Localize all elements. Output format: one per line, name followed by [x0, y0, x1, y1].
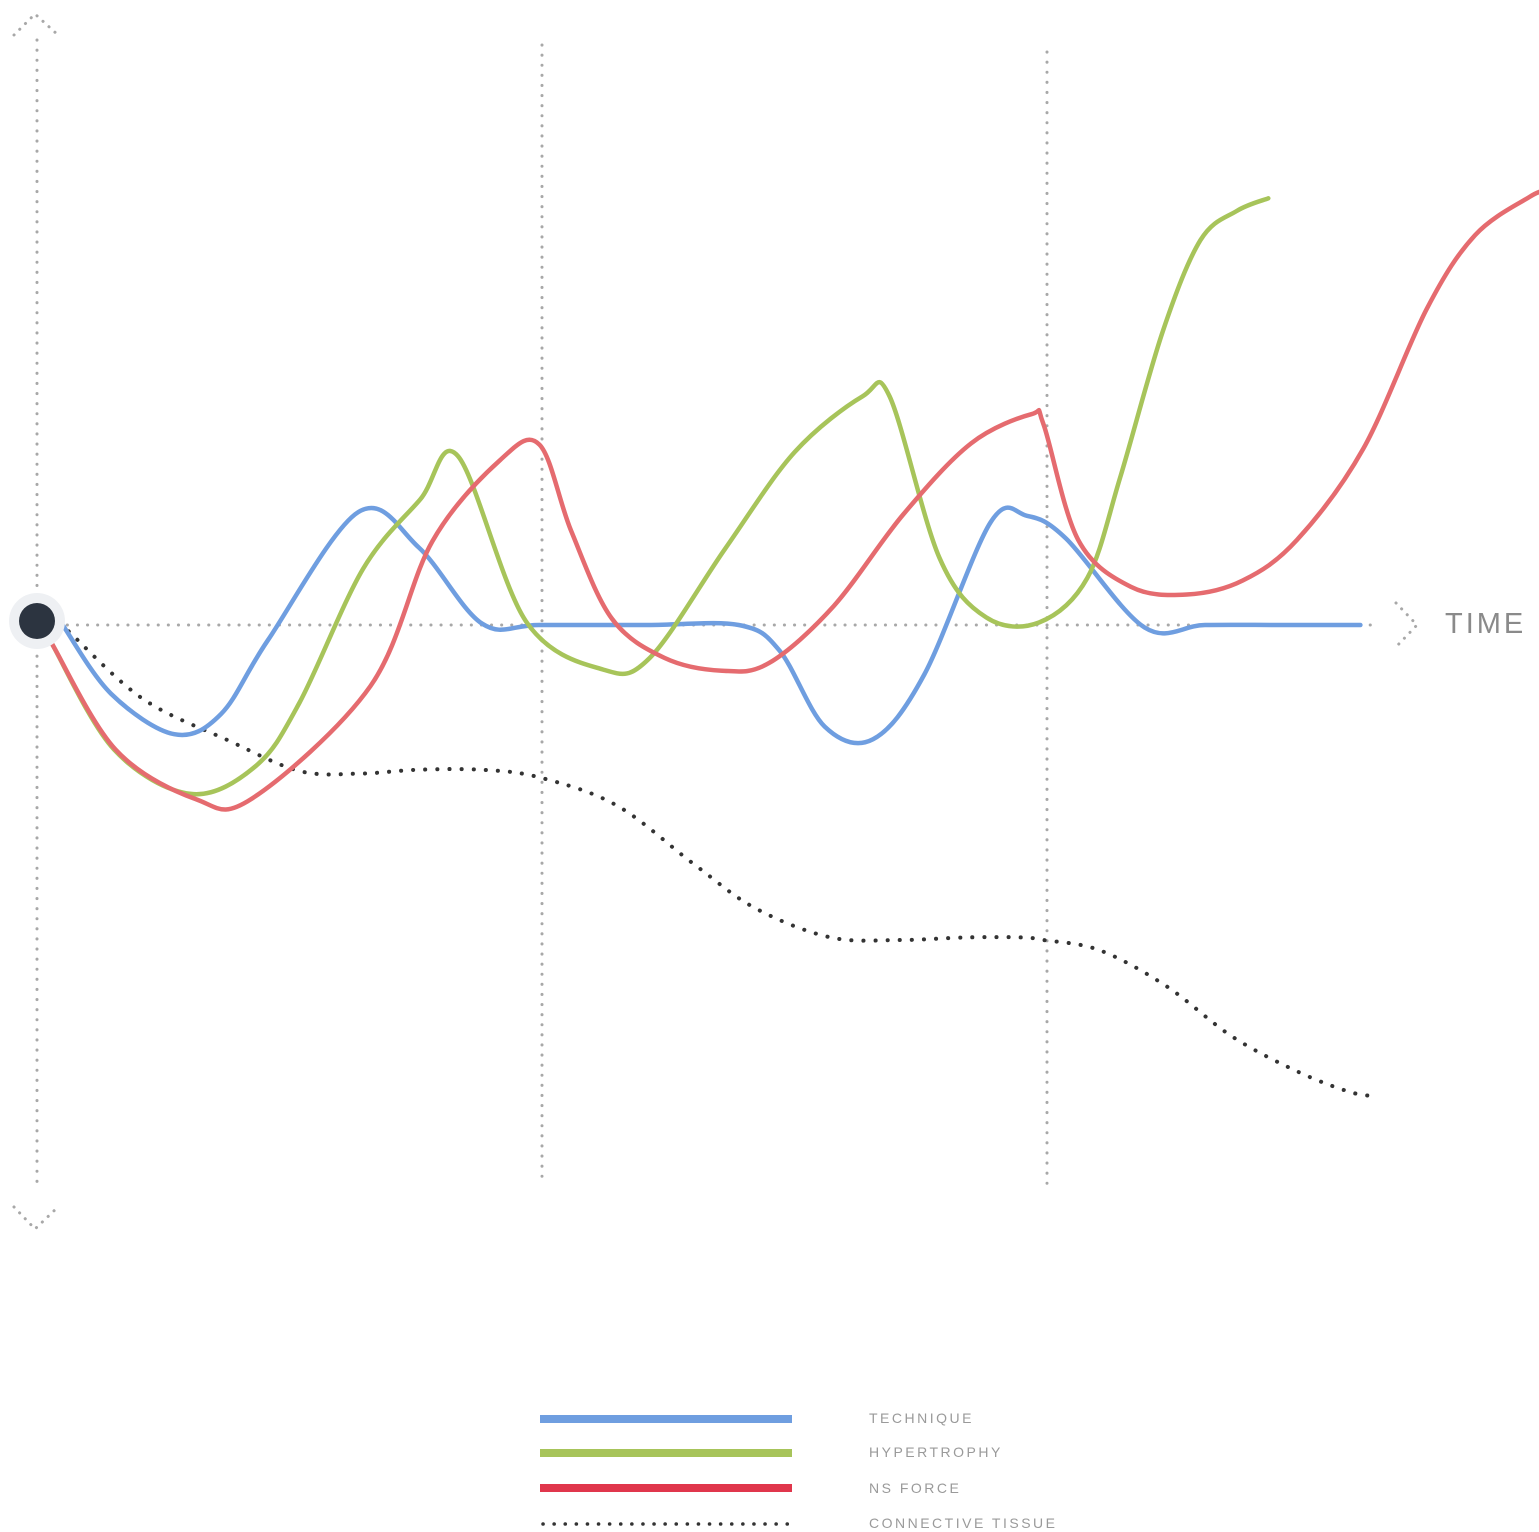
origin-marker — [9, 593, 65, 649]
series-line-connective-tissue — [66, 629, 1381, 1099]
legend: TECHNIQUE HYPERTROPHY NS FORCE CONNECTIV… — [540, 1410, 1058, 1531]
series-line-hypertrophy — [49, 196, 1271, 797]
legend-label-connective-tissue: CONNECTIVE TISSUE — [869, 1515, 1058, 1531]
legend-label-ns-force: NS FORCE — [869, 1480, 961, 1496]
x-axis-arrow-right-icon — [1394, 601, 1420, 649]
legend-label-technique: TECHNIQUE — [869, 1410, 974, 1426]
legend-label-hypertrophy: HYPERTROPHY — [869, 1444, 1003, 1460]
series-line-technique — [60, 505, 1363, 746]
series-lines — [49, 189, 1539, 1099]
origin-dot — [19, 603, 55, 639]
series-line-ns-force — [49, 189, 1539, 812]
y-axis-arrow-down-icon — [12, 1205, 60, 1232]
x-axis-label: TIME — [1445, 608, 1526, 640]
y-axis-arrow-up-icon — [12, 11, 60, 37]
